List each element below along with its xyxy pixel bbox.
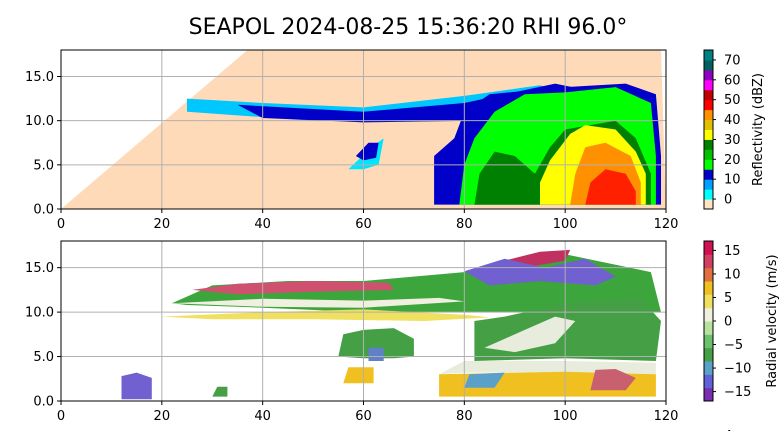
colorbar-swatch <box>704 361 713 375</box>
y-tick-label: 5.0 <box>33 158 54 173</box>
y-tick-label: 5.0 <box>33 350 54 365</box>
colorbar-swatch <box>704 59 713 71</box>
colorbar-tick-label: 10 <box>724 267 741 282</box>
colorbar-tick-label: 50 <box>724 93 741 108</box>
colorbar-swatch <box>704 129 713 140</box>
colorbar-swatch <box>704 69 713 81</box>
colorbar-swatch <box>704 374 713 389</box>
y-tick-label: 0.0 <box>33 395 54 410</box>
colorbar-swatch <box>704 189 713 200</box>
colorbar-tick-label: 60 <box>724 73 741 88</box>
region-main-cell-red <box>585 169 636 205</box>
colorbar-swatch <box>704 139 713 150</box>
colorbar-tick-label: 0 <box>724 193 732 208</box>
colorbar-tick-label: 40 <box>724 113 741 128</box>
colorbar-swatch <box>704 169 713 180</box>
y-tick-label: 15.0 <box>25 70 54 85</box>
region-upper-layer-pink-right <box>504 249 571 266</box>
region-mid-white <box>484 316 576 353</box>
colorbar-swatch <box>704 89 713 101</box>
colorbar-tick-label: 5 <box>724 291 732 306</box>
colorbar-swatch <box>704 241 713 255</box>
colorbar-tick-label: 15 <box>724 244 741 259</box>
colorbar-tick-label: 70 <box>724 53 741 68</box>
colorbar-swatch <box>704 50 713 61</box>
velocity-panel: 0 20 40 60 80 100 120 0.0 5.0 10.0 15.0 <box>25 240 679 424</box>
x-tick-label: 120 <box>654 217 679 232</box>
colorbar-tick-label: 20 <box>724 153 741 168</box>
colorbar-tick-label: −10 <box>724 362 751 377</box>
x-tick-label: 100 <box>553 409 578 424</box>
x-tick-label: 20 <box>154 217 171 232</box>
x-tick-label: 40 <box>254 409 271 424</box>
y-tick-label: 0.0 <box>33 203 54 218</box>
region-small-green-blip <box>212 386 228 397</box>
colorbar-swatch <box>704 79 713 91</box>
colorbar-swatch <box>704 307 713 322</box>
colorbar-swatch <box>704 99 713 111</box>
colorbar-tick-label: 30 <box>724 133 741 148</box>
region-low-pink <box>590 369 636 391</box>
region-left-purple-cell <box>121 372 152 400</box>
colorbar-swatch <box>704 267 713 282</box>
colorbar-swatch <box>704 347 713 362</box>
x-tick-label: 80 <box>456 409 473 424</box>
colorbar-swatch <box>704 321 713 335</box>
colorbar-swatch <box>704 281 713 295</box>
velocity-colorbar: 15 10 5 0 −5 −10 −15 4 Radial velocity (m/s) <box>703 240 780 431</box>
x-tick-label: 100 <box>553 217 578 232</box>
colorbar-swatch <box>704 294 713 309</box>
x-tick-label: 0 <box>57 217 65 232</box>
region-mid-cell-green <box>338 328 414 359</box>
region-upper-layer-pink <box>192 281 394 295</box>
x-tick-label: 80 <box>456 217 473 232</box>
x-tick-label: 120 <box>654 409 679 424</box>
colorbar-overflow-tick: 4 <box>724 429 732 431</box>
colorbar-swatch <box>704 199 713 210</box>
colorbar-tick-label: −15 <box>724 385 751 400</box>
colorbar-swatch <box>704 119 713 130</box>
region-mid-cell-blue <box>368 347 384 361</box>
region-isolated-cell-core <box>355 142 379 161</box>
x-tick-label: 60 <box>355 409 372 424</box>
colorbar-tick-label: 10 <box>724 173 741 188</box>
region-upper-layer-purple <box>464 258 616 286</box>
x-tick-label: 0 <box>57 409 65 424</box>
region-low-blue <box>464 372 505 388</box>
colorbar-tick-label: 0 <box>724 315 732 330</box>
reflectivity-colorbar: 0 10 20 30 40 50 60 70 Reflectivity (dBZ) <box>703 49 766 210</box>
colorbar-label: Reflectivity (dBZ) <box>751 73 766 186</box>
colorbar-swatch <box>704 334 713 349</box>
colorbar-label: Radial velocity (m/s) <box>765 254 780 387</box>
colorbar-swatch <box>704 159 713 170</box>
reflectivity-panel: 0 20 40 60 80 100 120 0.0 5.0 10.0 15.0 <box>25 49 679 232</box>
x-tick-label: 60 <box>355 217 372 232</box>
x-tick-label: 40 <box>254 217 271 232</box>
x-tick-label: 20 <box>154 409 171 424</box>
colorbar-swatch <box>704 149 713 160</box>
figure-title: SEAPOL 2024-08-25 15:36:20 RHI 96.0° <box>189 15 628 40</box>
colorbar-frame <box>703 49 714 210</box>
colorbar-swatch <box>704 179 713 190</box>
data-layer <box>121 249 661 400</box>
region-white-band <box>171 297 465 308</box>
colorbar-tick-label: −5 <box>724 338 743 353</box>
y-tick-label: 10.0 <box>25 306 54 321</box>
colorbar-swatch <box>704 254 713 269</box>
colorbar-swatch <box>704 109 713 121</box>
y-tick-label: 15.0 <box>25 261 54 276</box>
y-tick-label: 10.0 <box>25 114 54 129</box>
colorbar-swatch <box>704 387 713 402</box>
region-mid-cell-yellow <box>343 367 374 384</box>
